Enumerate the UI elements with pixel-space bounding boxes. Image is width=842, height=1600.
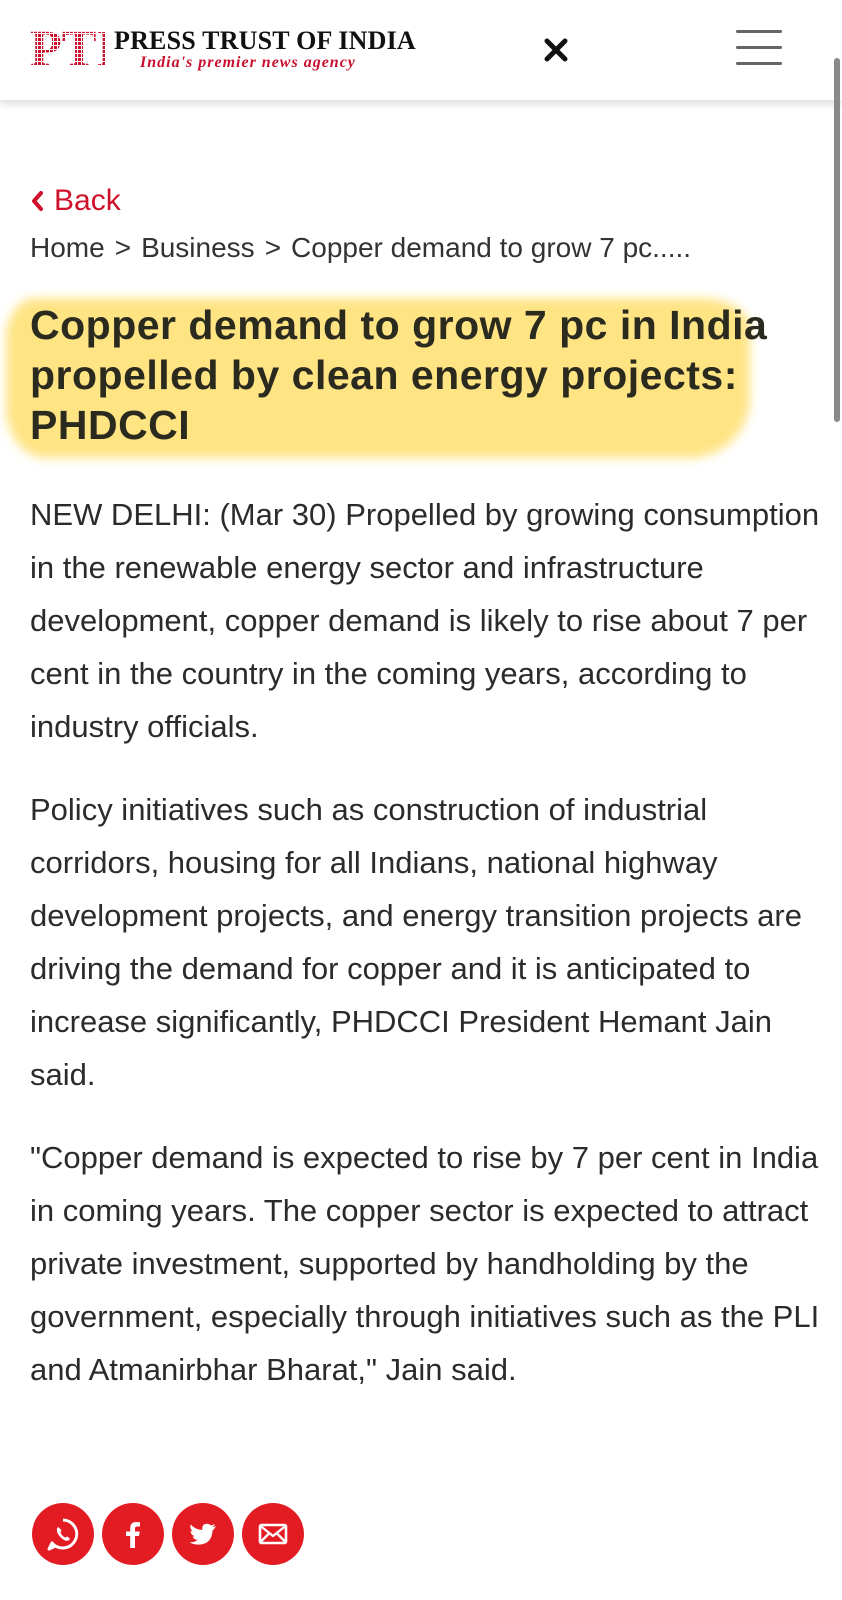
close-icon	[544, 38, 568, 62]
site-header: PTI PRESS TRUST OF INDIA India's premier…	[0, 0, 842, 100]
hamburger-menu-icon	[736, 30, 782, 33]
logo-mark-text: PTI	[30, 22, 106, 72]
brand-name: PRESS TRUST OF INDIA	[114, 26, 416, 55]
breadcrumb-current: Copper demand to grow 7 pc.....	[291, 232, 692, 263]
page-scrollbar[interactable]	[834, 58, 840, 422]
article-paragraph: Policy initiatives such as construction …	[30, 792, 802, 1092]
breadcrumb: Home > Business > Copper demand to grow 7 pc…	[30, 232, 691, 264]
email-icon	[258, 1523, 288, 1545]
share-email-button[interactable]	[242, 1503, 304, 1565]
share-facebook-button[interactable]	[102, 1503, 164, 1565]
brand-tagline: India's premier news agency	[140, 54, 356, 71]
headline-highlight	[6, 298, 750, 458]
article-body: NEW DELHI: (Mar 30) Propelled by growing…	[30, 488, 820, 1426]
close-button[interactable]	[536, 30, 576, 70]
breadcrumb-business[interactable]: Business	[141, 232, 255, 263]
share-twitter-button[interactable]	[172, 1503, 234, 1565]
chevron-left-icon	[32, 191, 43, 211]
pti-logo-mark: PTI	[30, 22, 106, 72]
article-paragraph: "Copper demand is expected to rise by 7 …	[30, 1140, 820, 1387]
breadcrumb-separator: >	[264, 232, 282, 263]
twitter-icon	[189, 1523, 216, 1545]
share-bar	[32, 1503, 304, 1565]
article-headline: Copper demand to grow 7 pc in India prop…	[30, 302, 768, 448]
whatsapp-icon	[47, 1518, 79, 1551]
breadcrumb-separator: >	[114, 232, 132, 263]
breadcrumb-home[interactable]: Home	[30, 232, 105, 263]
menu-button[interactable]	[734, 28, 784, 68]
back-label: Back	[54, 184, 121, 217]
article-paragraph: NEW DELHI: (Mar 30) Propelled by growing…	[30, 497, 820, 744]
back-link[interactable]: Back	[30, 184, 121, 218]
share-whatsapp-button[interactable]	[32, 1503, 94, 1565]
facebook-icon	[126, 1522, 140, 1548]
pti-logo[interactable]: PTI PRESS TRUST OF INDIA India's premier…	[30, 22, 430, 78]
